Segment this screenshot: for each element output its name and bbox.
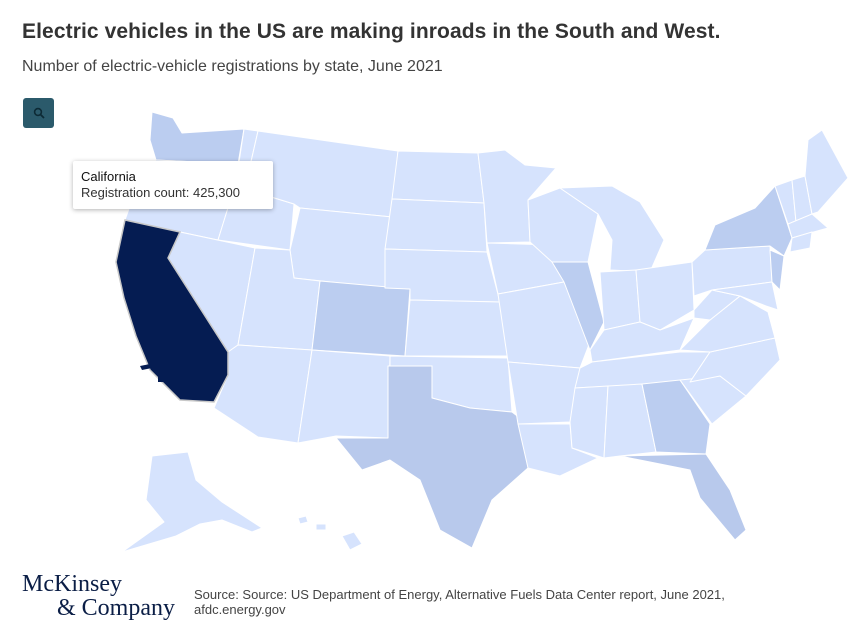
state-ohio[interactable] [635, 261, 695, 331]
tooltip-registration-count: Registration count: 425,300 [81, 185, 240, 200]
channel-islands [140, 364, 164, 382]
magnifier-icon [33, 107, 45, 119]
state-california[interactable] [115, 219, 229, 403]
state-wyoming[interactable] [289, 207, 393, 289]
source-line1: Source: Source: US Department of Energy,… [194, 587, 725, 602]
state-north-dakota[interactable] [391, 150, 485, 204]
state-maine[interactable] [804, 129, 849, 215]
state-washington[interactable] [149, 111, 245, 165]
state-new-jersey[interactable] [769, 249, 785, 291]
mckinsey-logo: McKinsey & Company [22, 572, 175, 620]
state-south-dakota[interactable] [384, 198, 488, 253]
state-connecticut[interactable] [789, 231, 813, 253]
state-mississippi[interactable] [569, 385, 609, 459]
source-line2: afdc.energy.gov [194, 602, 286, 617]
chart-subtitle: Number of electric-vehicle registrations… [22, 58, 443, 75]
logo-line2: & Company [57, 595, 175, 621]
state-kansas[interactable] [404, 299, 509, 357]
state-massachusetts[interactable] [787, 213, 829, 239]
state-hawaii-islands [297, 515, 327, 531]
state-new-mexico[interactable] [297, 349, 391, 444]
state-alaska[interactable] [121, 451, 263, 553]
state-colorado[interactable] [311, 280, 411, 357]
source-note: Source: Source: US Department of Energy,… [194, 587, 725, 617]
tooltip-state-name: California [81, 169, 136, 184]
state-indiana[interactable] [599, 269, 641, 331]
state-florida[interactable] [619, 453, 747, 541]
state-georgia[interactable] [641, 379, 711, 455]
state-maryland[interactable] [711, 281, 779, 311]
zoom-button[interactable] [23, 98, 54, 128]
state-arkansas[interactable] [507, 361, 581, 425]
state-tooltip: California Registration count: 425,300 [73, 161, 273, 209]
state-west-virginia[interactable] [693, 289, 741, 321]
state-alabama[interactable] [603, 383, 657, 459]
logo-line1: McKinsey [22, 571, 122, 597]
state-hawaii[interactable] [341, 531, 363, 551]
state-illinois[interactable] [551, 261, 605, 351]
chart-title: Electric vehicles in the US are making i… [22, 20, 721, 43]
state-missouri[interactable] [497, 281, 591, 369]
state-texas[interactable] [335, 365, 529, 549]
